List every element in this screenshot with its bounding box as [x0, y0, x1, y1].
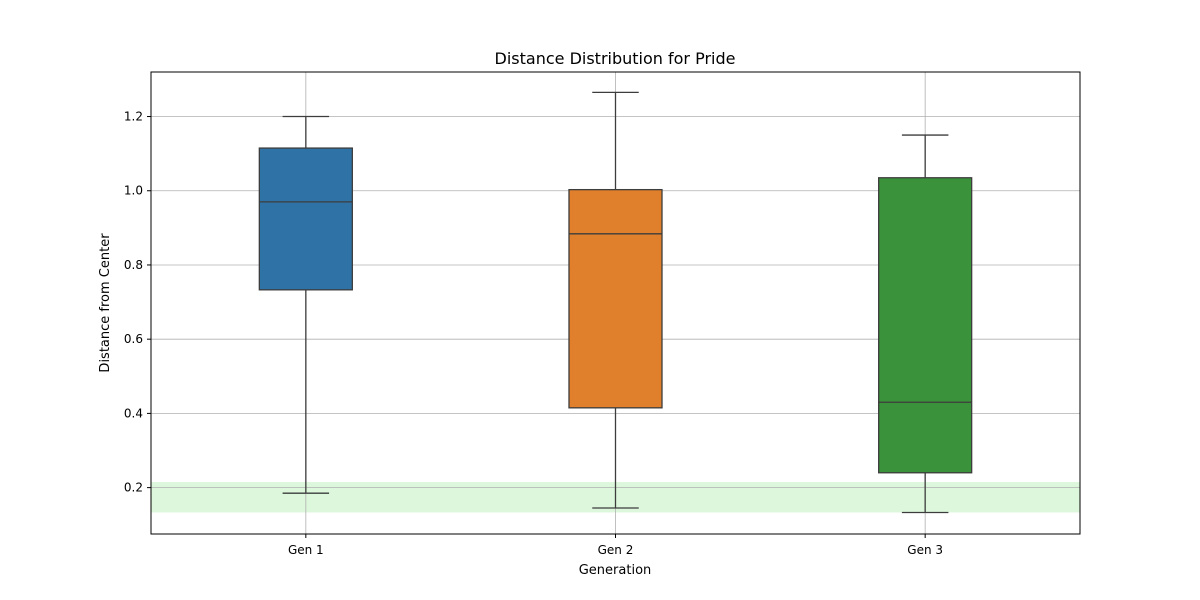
box-1 — [258, 115, 353, 494]
y-tick-label: 0.4 — [124, 406, 143, 420]
y-tick-label: 0.2 — [124, 481, 143, 495]
box-body — [568, 188, 663, 409]
x-tick-label: Gen 1 — [288, 543, 324, 557]
x-tick-layer: Gen 1 Gen 2 Gen 3 — [288, 534, 943, 557]
x-axis-label: Generation — [579, 563, 652, 578]
box-body — [878, 177, 973, 474]
y-tick-label: 1.2 — [124, 110, 143, 124]
chart-title: Distance Distribution for Pride — [495, 49, 736, 68]
x-tick-label: Gen 3 — [907, 543, 943, 557]
y-tick-label: 0.8 — [124, 258, 143, 272]
y-tick-label: 0.6 — [124, 332, 143, 346]
box-body — [258, 147, 353, 291]
y-tick-layer: 0.2 0.4 0.6 0.8 1.0 1.2 — [124, 110, 151, 495]
box-layer — [258, 91, 973, 514]
y-tick-label: 1.0 — [124, 184, 143, 198]
x-tick-label: Gen 2 — [598, 543, 634, 557]
y-axis-label: Distance from Center — [98, 233, 113, 373]
box-2 — [568, 91, 663, 509]
box-3 — [878, 134, 973, 514]
